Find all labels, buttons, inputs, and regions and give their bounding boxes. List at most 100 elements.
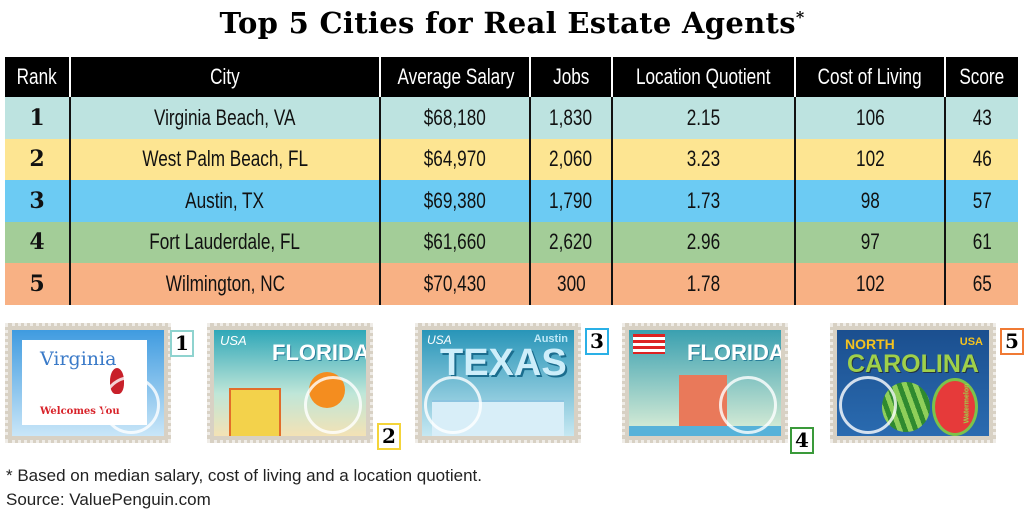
cell-text: 102 (855, 146, 885, 172)
cell-lq: 2.15 (611, 97, 795, 139)
watermelon-slice-icon (932, 378, 978, 436)
source: Source: ValuePenguin.com (6, 490, 211, 509)
cell-lq: 1.73 (611, 180, 795, 222)
rank-badge: 3 (585, 328, 609, 355)
footnote: * Based on median salary, cost of living… (6, 466, 482, 485)
cell-text: $64,970 (423, 146, 487, 172)
cell-text: 57 (972, 187, 992, 213)
header-city: City (69, 57, 380, 97)
cell-text: Fort Lauderdale, FL (149, 229, 301, 255)
title-footnote-marker: * (795, 7, 805, 27)
table-row: 1 Virginia Beach, VA $68,180 1,830 2.15 106 43 (5, 97, 1018, 139)
cell-lq: 1.78 (611, 263, 795, 305)
chart-title: Top 5 Cities for Real Estate Agents* (0, 6, 1024, 40)
cell-text: West Palm Beach, FL (142, 146, 308, 172)
stamp-text: FLORIDA (272, 340, 366, 365)
cell-text: 2,620 (549, 229, 593, 255)
cell-text: $70,430 (423, 270, 487, 296)
stamp-illustration: NORTH USA CAROLINA Watermelon (837, 330, 989, 436)
cell-text: Wilmington, NC (165, 270, 285, 296)
stamp-3: USA Austin TEXAS (415, 323, 581, 443)
stamp-text: CAROLINA (847, 350, 979, 378)
cell-salary: $61,660 (379, 221, 530, 263)
stamp-illustration: USA Austin TEXAS (422, 330, 574, 436)
cell-city: Fort Lauderdale, FL (69, 221, 380, 263)
cell-text: 46 (972, 146, 992, 172)
cell-salary: $69,380 (379, 180, 530, 222)
cell-text: 1,830 (549, 104, 593, 130)
stamp-text: USA (220, 333, 247, 348)
cell-text: Virginia Beach, VA (154, 104, 296, 130)
postmark-icon (839, 376, 897, 434)
cell-rank: 2 (29, 146, 45, 173)
cell-text: 1.78 (686, 270, 721, 296)
cell-jobs: 2,620 (529, 221, 612, 263)
stamp-4: FLORIDA (622, 323, 788, 443)
cell-score: 61 (944, 221, 1018, 263)
header-salary: Average Salary (379, 57, 530, 97)
postmark-icon (102, 376, 160, 434)
cell-text: 106 (855, 104, 885, 130)
cell-text: 98 (860, 187, 880, 213)
cell-text: 97 (860, 229, 880, 255)
cell-score: 43 (944, 97, 1018, 139)
stamp-1: Virginia Welcomes You (5, 323, 171, 443)
stamp-text: FLORIDA (687, 340, 781, 365)
cell-col: 106 (794, 97, 945, 139)
stamp-text: USA (959, 336, 983, 348)
cell-text: 2.15 (686, 104, 721, 130)
cell-text: 43 (972, 104, 992, 130)
table-row: 4 Fort Lauderdale, FL $61,660 2,620 2.96 97 61 (5, 221, 1018, 263)
cell-text: $61,660 (423, 229, 487, 255)
stamp-illustration: USA FLORIDA (214, 330, 366, 436)
cities-table: Rank City Average Salary Jobs Location Q… (5, 57, 1018, 305)
rank-badge: 5 (1000, 328, 1024, 355)
cell-jobs: 1,830 (529, 97, 612, 139)
cell-text: 300 (556, 270, 586, 296)
cell-text: $69,380 (423, 187, 487, 213)
cell-jobs: 1,790 (529, 180, 612, 222)
stamp-text: Austin (533, 333, 568, 345)
cell-col: 97 (794, 221, 945, 263)
table-row: 3 Austin, TX $69,380 1,790 1.73 98 57 (5, 180, 1018, 222)
cell-salary: $70,430 (379, 263, 530, 305)
cell-score: 57 (944, 180, 1018, 222)
stamp-text: Virginia (40, 348, 117, 370)
cell-city: Austin, TX (69, 180, 380, 222)
cell-score: 65 (944, 263, 1018, 305)
stamp-illustration: FLORIDA (629, 330, 781, 436)
cell-col: 102 (794, 138, 945, 180)
cell-city: Wilmington, NC (69, 263, 380, 305)
cell-text: $68,180 (423, 104, 487, 130)
header-lq: Location Quotient (611, 57, 795, 97)
cell-rank: 5 (29, 270, 45, 297)
stamp-text: USA (427, 333, 452, 347)
cell-lq: 2.96 (611, 221, 795, 263)
lifeguard-tower-icon (229, 388, 281, 436)
cell-text: 61 (972, 229, 992, 255)
postmark-icon (304, 376, 362, 434)
us-flag-icon (633, 334, 665, 354)
cell-jobs: 300 (529, 263, 612, 305)
stamp-text: NORTH (845, 336, 895, 352)
cell-text: 1.73 (686, 187, 721, 213)
rank-badge: 1 (170, 330, 194, 357)
cell-rank: 4 (29, 229, 45, 256)
cell-rank: 3 (29, 187, 45, 214)
cell-salary: $64,970 (379, 138, 530, 180)
cell-salary: $68,180 (379, 97, 530, 139)
cell-text: 2.96 (686, 229, 721, 255)
postmark-icon (719, 376, 777, 434)
cell-city: West Palm Beach, FL (69, 138, 380, 180)
cell-text: 2,060 (549, 146, 593, 172)
stamp-illustration: Virginia Welcomes You (12, 330, 164, 436)
cell-col: 98 (794, 180, 945, 222)
cell-text: Austin, TX (185, 187, 265, 213)
cell-rank: 1 (29, 104, 45, 131)
header-score: Score (944, 57, 1018, 97)
header-col: Cost of Living (794, 57, 945, 97)
cell-jobs: 2,060 (529, 138, 612, 180)
cell-text: 65 (972, 270, 992, 296)
cell-score: 46 (944, 138, 1018, 180)
stamp-2: USA FLORIDA (207, 323, 373, 443)
